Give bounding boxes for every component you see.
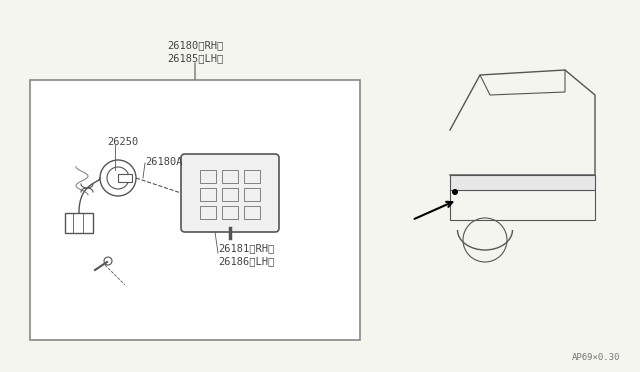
FancyBboxPatch shape <box>181 154 279 232</box>
Text: 26180A: 26180A <box>145 157 182 167</box>
Text: AP69×0.30: AP69×0.30 <box>572 353 620 362</box>
Bar <box>222 170 238 183</box>
Bar <box>244 188 260 201</box>
Bar <box>65 213 93 233</box>
Circle shape <box>452 189 458 195</box>
Bar <box>200 206 216 219</box>
Bar <box>200 170 216 183</box>
Bar <box>30 80 360 340</box>
Bar <box>244 206 260 219</box>
Bar <box>118 174 132 182</box>
Text: 26186〈LH〉: 26186〈LH〉 <box>218 256 275 266</box>
Text: 26250: 26250 <box>107 137 138 147</box>
Bar <box>244 170 260 183</box>
Bar <box>222 188 238 201</box>
Polygon shape <box>450 175 595 190</box>
Bar <box>222 206 238 219</box>
Text: 26180〈RH〉: 26180〈RH〉 <box>167 40 223 50</box>
Text: 26181〈RH〉: 26181〈RH〉 <box>218 243 275 253</box>
Bar <box>200 188 216 201</box>
Text: 26185〈LH〉: 26185〈LH〉 <box>167 53 223 63</box>
